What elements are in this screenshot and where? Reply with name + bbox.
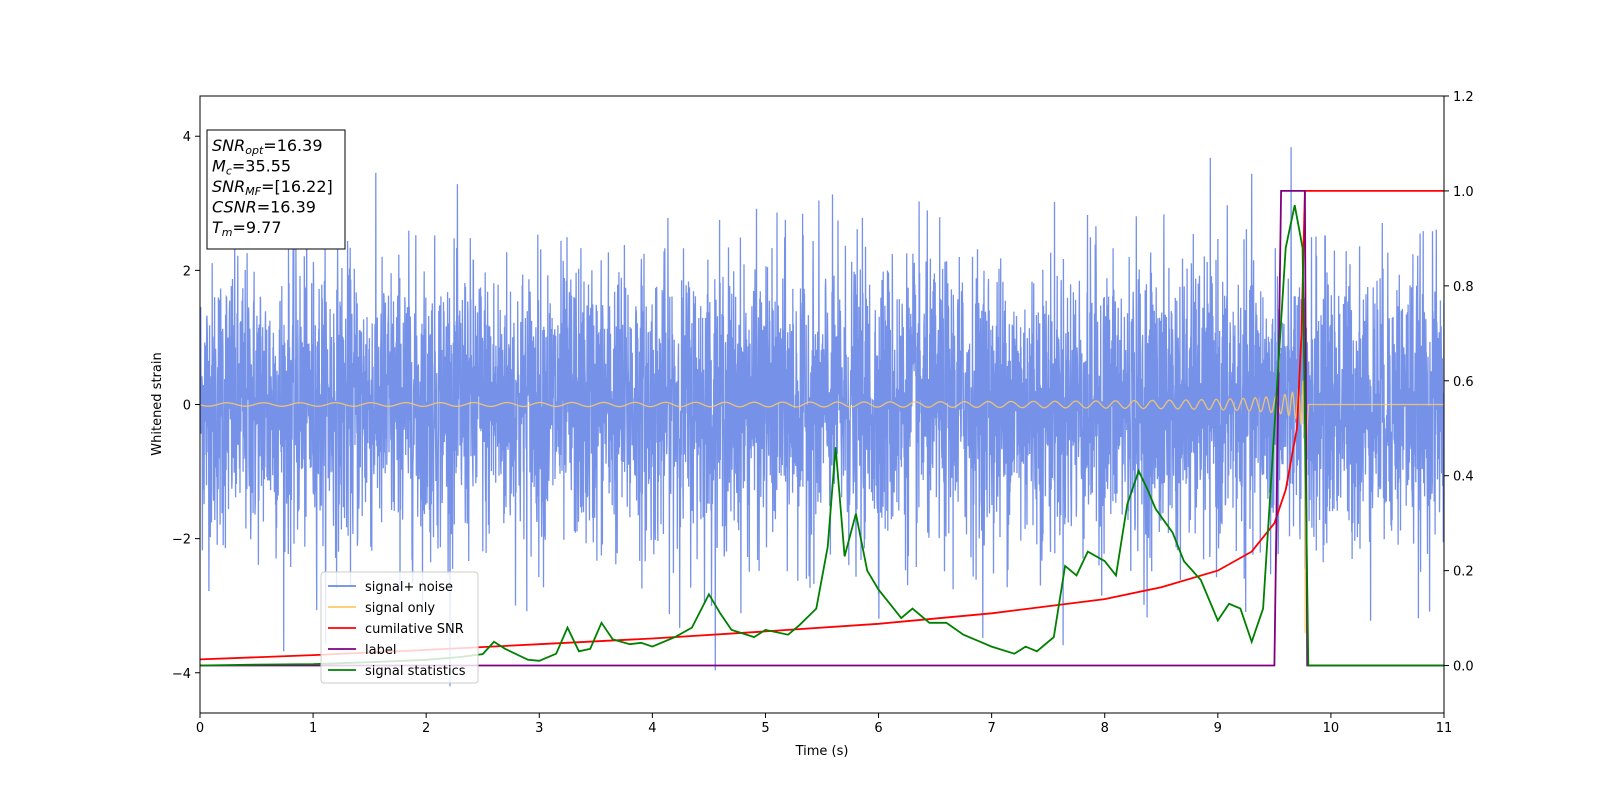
info-box-frame (206, 129, 346, 250)
legend-entry: signal+ noise (365, 580, 453, 595)
info-line: Tm=9.77 (212, 218, 282, 239)
y-right-tick-label: 0.8 (1453, 280, 1474, 295)
y-left-tick-label: −4 (172, 667, 191, 682)
x-tick-label: 11 (1436, 721, 1453, 736)
y-right-tick-label: 1.0 (1453, 185, 1474, 200)
y-axis-label: Whitened strain (150, 352, 165, 455)
info-line: SNRMF=[16.22] (212, 177, 333, 198)
series-line-signal-noise (200, 147, 1444, 687)
legend: signal+ noise signal only cumilative SNR la… (320, 571, 479, 684)
legend-entry: signal statistics (365, 664, 466, 679)
info-line: SNRopt=16.39 (212, 136, 323, 157)
y-left-tick-label: 0 (183, 399, 191, 414)
x-tick-label: 7 (987, 721, 995, 736)
y-right-tick-label: 0.6 (1453, 375, 1474, 390)
legend-entry: label (365, 643, 396, 658)
x-tick-label: 2 (422, 721, 430, 736)
x-tick-label: 8 (1101, 721, 1109, 736)
series-line-cumulative-snr (200, 190, 1444, 661)
x-tick-label: 3 (535, 721, 543, 736)
y-left-tick-label: −2 (172, 533, 191, 548)
legend-entry: cumilative SNR (365, 622, 464, 637)
x-tick-label: 9 (1214, 721, 1222, 736)
x-axis-label: Time (s) (795, 744, 849, 759)
series-line-signal-only (200, 380, 1444, 634)
y-axis-right: 0.0 0.2 0.4 0.6 0.8 1.0 1.2 (1444, 90, 1474, 675)
info-box: SNRopt=16.39Mc=35.55SNRMF=[16.22]CSNR=16… (206, 129, 346, 250)
legend-entry: signal only (365, 601, 435, 616)
y-left-tick-label: 4 (183, 130, 191, 145)
x-tick-label: 4 (648, 721, 656, 736)
plot-area (200, 147, 1444, 687)
y-left-tick-label: 2 (183, 264, 191, 279)
x-tick-label: 6 (874, 721, 882, 736)
legend-frame (320, 571, 479, 684)
series-line-signal-statistics (200, 205, 1444, 667)
y-right-tick-label: 0.0 (1453, 660, 1474, 675)
x-tick-label: 10 (1323, 721, 1340, 736)
info-line: Mc=35.55 (212, 157, 291, 178)
y-right-tick-label: 1.2 (1453, 90, 1474, 105)
y-axis-left: −4 −2 0 2 4 (172, 130, 200, 682)
y-right-tick-label: 0.2 (1453, 565, 1474, 580)
x-axis: 0 1 2 3 4 5 6 7 8 9 10 11 (196, 713, 1452, 736)
x-tick-label: 0 (196, 721, 204, 736)
x-tick-label: 1 (309, 721, 317, 736)
y-right-tick-label: 0.4 (1453, 470, 1474, 485)
x-tick-label: 5 (761, 721, 769, 736)
info-line: CSNR=16.39 (212, 198, 316, 217)
